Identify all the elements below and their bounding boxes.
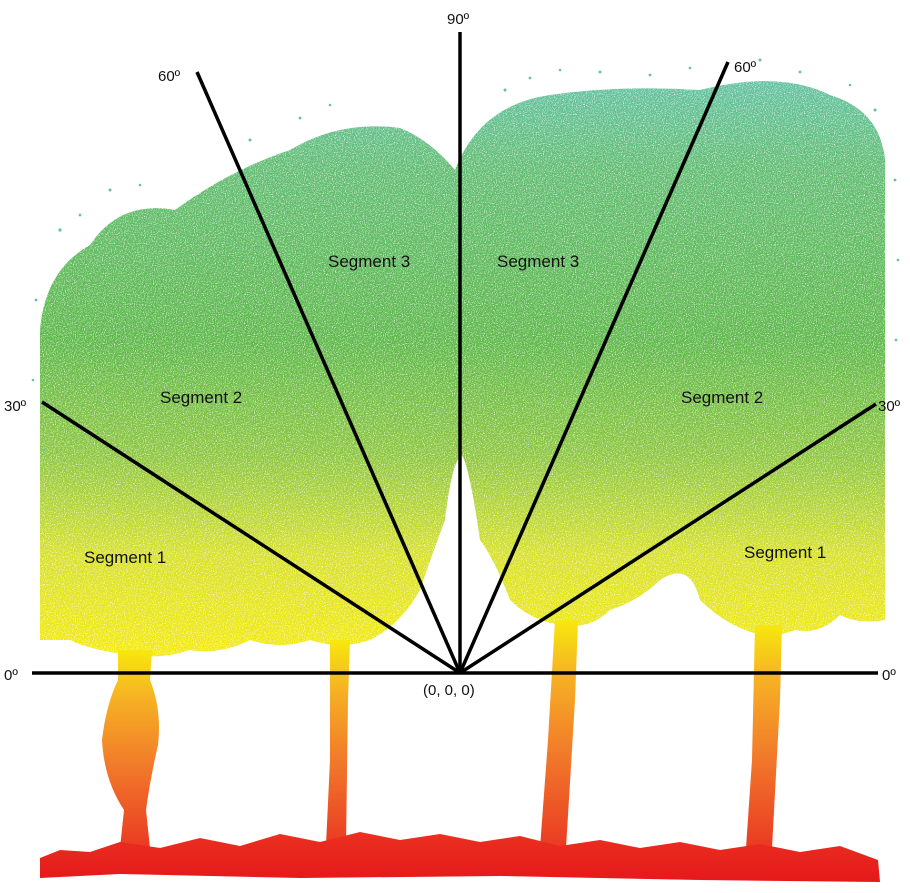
origin-coordinate-label: (0, 0, 0) xyxy=(423,682,475,699)
left-30-degree-line xyxy=(41,400,461,675)
angle-30-left-label: 30º xyxy=(4,398,27,415)
segment-3-right-label: Segment 3 xyxy=(497,252,579,271)
angle-lines xyxy=(32,32,878,675)
trunk-3 xyxy=(540,620,578,848)
angle-0-right-label: 0º xyxy=(882,667,896,684)
segment-1-left-label: Segment 1 xyxy=(84,548,166,567)
angle-30-right-label: 30º xyxy=(878,398,901,415)
trunk-4 xyxy=(746,625,782,848)
right-60-degree-line xyxy=(458,61,730,674)
tree-canopy-point-cloud xyxy=(40,81,885,657)
tree-trunks xyxy=(102,620,782,848)
trunk-2 xyxy=(326,640,350,845)
segment-2-left-label: Segment 2 xyxy=(160,388,242,407)
segment-1-right-label: Segment 1 xyxy=(744,543,826,562)
angle-0-left-label: 0º xyxy=(4,667,18,684)
ground-point-cloud xyxy=(40,832,880,882)
left-60-degree-line xyxy=(195,71,462,674)
right-30-degree-line xyxy=(459,402,877,675)
segment-3-left-label: Segment 3 xyxy=(328,252,410,271)
angle-90-label: 90º xyxy=(447,11,470,28)
segment-2-right-label: Segment 2 xyxy=(681,388,763,407)
canopy-scatter-points xyxy=(31,58,900,452)
angle-60-right-label: 60º xyxy=(734,59,757,76)
angle-60-left-label: 60º xyxy=(158,68,181,85)
trunk-1 xyxy=(102,650,159,848)
